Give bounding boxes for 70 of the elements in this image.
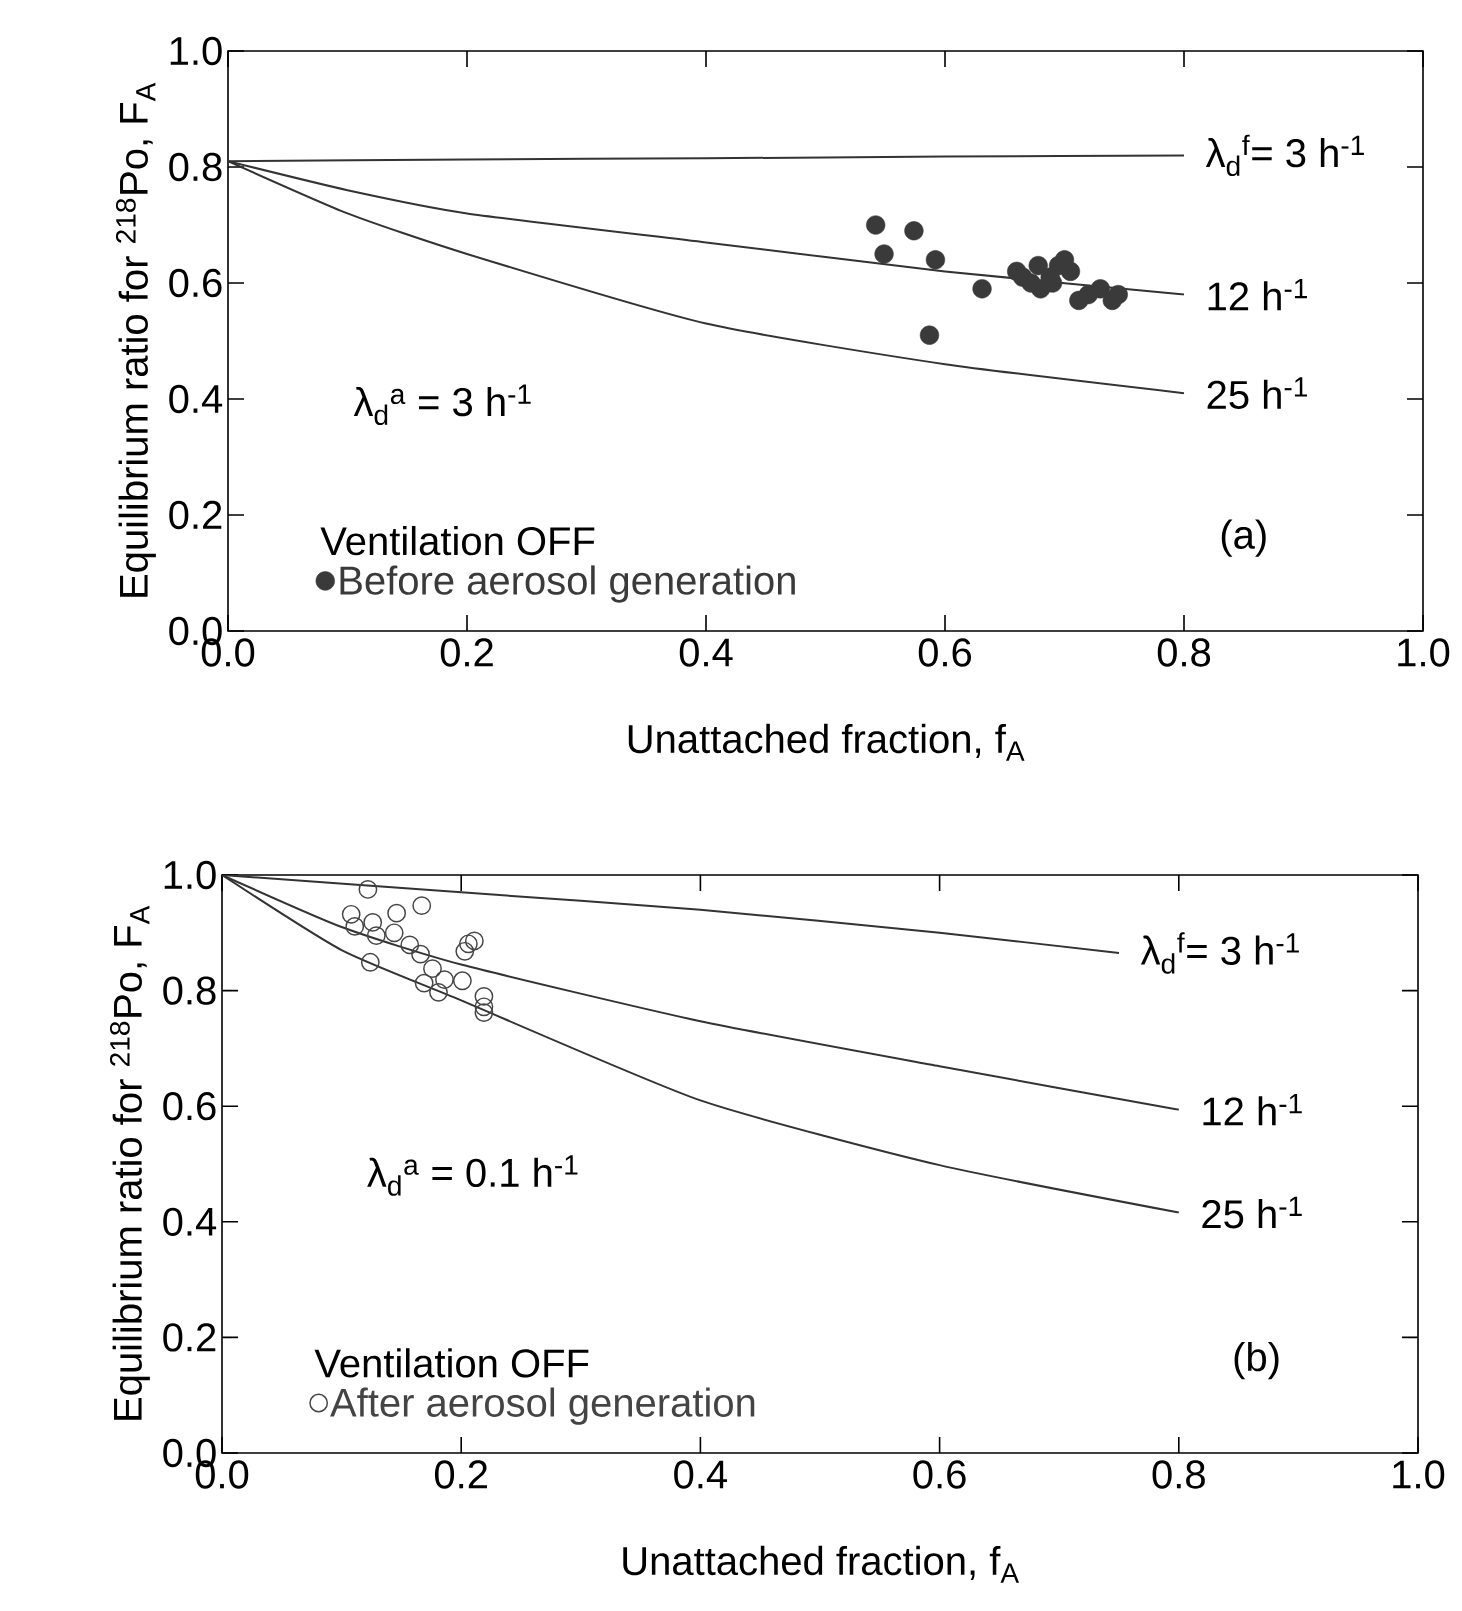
y-tick-label: 0.4 (169, 384, 223, 414)
point (423, 959, 442, 979)
y-tick-label: 0.4 (163, 1207, 217, 1236)
series-label: λ$_{d}$$^{f}$= 3 h$^{-1}$ (1205, 134, 1364, 177)
point (414, 973, 434, 993)
legend-label: Before aerosol generation (340, 565, 795, 603)
point (360, 952, 380, 972)
point (1060, 261, 1081, 281)
y-tick-label: 0.6 (169, 268, 222, 298)
point (435, 970, 454, 990)
y-tick-label: 1.0 (170, 36, 222, 66)
x-tick-label: 0.6 (913, 1460, 966, 1489)
point (1090, 279, 1110, 299)
x-tick-label: 0.4 (679, 638, 733, 667)
series-label: 25 h$^{-1}$ (1207, 377, 1307, 410)
point (452, 971, 472, 991)
point (387, 903, 407, 923)
point (904, 221, 924, 241)
y-tick-label: 0.2 (163, 1323, 216, 1352)
x-tick-label: 0.8 (1157, 638, 1211, 667)
point (412, 896, 432, 916)
point (363, 912, 383, 932)
point (874, 244, 894, 264)
x-tick-label: 0.6 (918, 638, 972, 667)
y-axis-title: Equilibrium ratio for $^{218}$Po, F$_{A}$ (115, 82, 156, 597)
point (925, 250, 946, 270)
point (1028, 255, 1048, 276)
point (341, 904, 361, 924)
point (429, 982, 448, 1002)
x-tick-label: 0.2 (440, 638, 493, 667)
x-tick-label: 0.8 (1152, 1460, 1205, 1489)
y-axis-title: Equilibrium ratio for $^{218}$Po, F$_{A}$ (109, 905, 150, 1420)
annotation: λ$_{d}$$^{a}$ = 3 h$^{-1}$ (353, 384, 531, 426)
annotation: (b) (1234, 1341, 1279, 1380)
point (345, 917, 365, 936)
point (474, 986, 494, 1006)
point (400, 935, 420, 955)
point (866, 215, 886, 235)
point (474, 1003, 494, 1022)
legend-title: Ventilation OFF (320, 525, 595, 556)
y-tick-label: 0.6 (163, 1092, 216, 1121)
point (358, 880, 378, 899)
y-tick-label: 1.0 (164, 860, 216, 890)
point (972, 279, 992, 299)
y-tick-label: 0.8 (163, 976, 216, 1005)
annotation: (a) (1221, 519, 1266, 557)
series-label: 12 h$^{-1}$ (1208, 278, 1307, 311)
legend-label: After aerosol generation (330, 1387, 755, 1425)
point (474, 997, 494, 1017)
x-axis-title: Unattached fraction, f$_{A}$ (628, 723, 1025, 761)
y-tick-label: 0.8 (169, 152, 222, 182)
point (1108, 284, 1128, 305)
x-tick-label: 0.4 (674, 1460, 728, 1489)
series-label: 25 h$^{-1}$ (1202, 1196, 1302, 1229)
point (464, 931, 484, 951)
point (919, 325, 940, 345)
point (366, 926, 386, 946)
point (455, 941, 475, 961)
y-tick-label: 0.2 (169, 500, 222, 530)
point (411, 944, 430, 964)
x-tick-label: 1.0 (1398, 638, 1450, 667)
legend-title: Ventilation OFF (314, 1348, 589, 1378)
point (384, 923, 404, 943)
x-axis-title: Unattached fraction, f$_{A}$ (623, 1545, 1020, 1583)
x-tick-label: 1.0 (1393, 1460, 1445, 1489)
point (458, 934, 478, 954)
series-label: 12 h$^{-1}$ (1203, 1094, 1302, 1126)
x-tick-label: 0.2 (434, 1460, 487, 1489)
series-label: λ$_{d}$$^{f}$= 3 h$^{-1}$ (1140, 932, 1299, 974)
annotation: λ$_{d}$$^{a}$ = 0.1 h$^{-1}$ (367, 1155, 578, 1196)
